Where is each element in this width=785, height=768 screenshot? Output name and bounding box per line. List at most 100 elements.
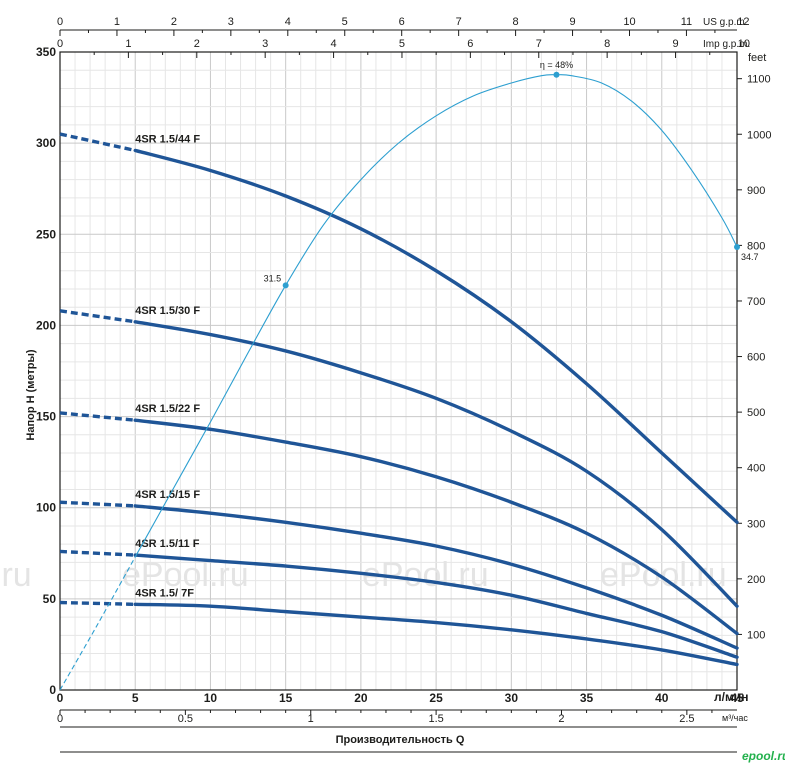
grid	[59, 51, 738, 691]
imp-gpm-tick-label: 6	[467, 38, 473, 50]
series-line-0	[133, 148, 739, 524]
efficiency-layer: 31.5 η = 48% 34.7	[59, 60, 759, 691]
m3h-tick-label: 1	[308, 713, 314, 725]
feet-tick-label: 1100	[747, 74, 771, 86]
series-label-5: 4SR 1.5/ 7F	[135, 587, 194, 599]
imp-gpm-tick-label: 1	[125, 38, 131, 50]
series-dashed-4	[59, 549, 136, 557]
m3h-tick-label: 2	[558, 713, 564, 725]
us-gpm-tick-label: 10	[623, 16, 635, 28]
us-gpm-tick-label: 11	[681, 16, 692, 28]
y-tick-label: 350	[36, 45, 56, 59]
m3h-tick-label: 1.5	[428, 713, 443, 725]
us-gpm-tick-label: 7	[456, 16, 462, 28]
series-label-2: 4SR 1.5/22 F	[135, 403, 200, 415]
series-line-2	[133, 418, 739, 636]
epool-logo: epool.ru	[742, 749, 785, 763]
imp-gpm-tick-label: 10	[738, 38, 750, 50]
x-axis-title: Производительность Q	[336, 734, 465, 746]
series-label-3: 4SR 1.5/15 F	[135, 489, 200, 501]
series-dashed-2	[59, 411, 136, 422]
feet-tick-label: 400	[747, 463, 765, 475]
series-dashed-1	[59, 309, 136, 324]
efficiency-point-1	[553, 71, 560, 78]
efficiency-point-2	[734, 244, 740, 251]
x-tick-label: 15	[279, 691, 293, 705]
us-gpm-tick-label: 12	[737, 16, 749, 28]
efficiency-point-label-0: 31.5	[264, 273, 282, 283]
x-tick-label: 0	[57, 691, 64, 705]
y-tick-label: 0	[49, 683, 56, 697]
us-gpm-tick-label: 5	[342, 16, 348, 28]
series-line-5	[133, 602, 739, 667]
x-tick-label: 20	[354, 691, 368, 705]
y-tick-label: 150	[36, 410, 56, 424]
feet-tick-label: 700	[747, 296, 765, 308]
y-unit-feet: feet	[748, 52, 766, 64]
x-tick-label: 10	[204, 691, 218, 705]
us-gpm-tick-label: 9	[569, 16, 575, 28]
y-axis-title: Напор H (метры)	[25, 349, 37, 440]
top-axes: 0 1 2 3 4 5 6 7 8 9 10 11 120 1 2 3 4 5 6 7 8 9 10	[57, 16, 750, 58]
m3h-tick-label: 0	[57, 713, 63, 725]
series-line-1	[133, 320, 739, 608]
imp-gpm-tick-label: 3	[262, 38, 268, 50]
feet-tick-label: 500	[747, 407, 765, 419]
series-layer: 4SR 1.5/44 F 4SR 1.5/30 F 4SR 1.5/22 F 4SR …	[59, 132, 739, 667]
efficiency-point-label-1: η = 48%	[540, 60, 573, 70]
imp-gpm-tick-label: 2	[194, 38, 200, 50]
us-gpm-tick-label: 3	[228, 16, 234, 28]
x-unit-m3h: м³/час	[722, 713, 748, 723]
efficiency-line	[134, 74, 738, 558]
imp-gpm-tick-label: 0	[57, 38, 63, 50]
imp-gpm-tick-label: 5	[399, 38, 405, 50]
series-dashed-0	[59, 132, 136, 153]
us-gpm-tick-label: 0	[57, 16, 63, 28]
feet-tick-label: 800	[747, 240, 765, 252]
imp-gpm-tick-label: 8	[604, 38, 610, 50]
x-tick-label: 35	[580, 691, 594, 705]
x-tick-label: 30	[505, 691, 519, 705]
top-unit-us-gpm: US g.p.m.	[703, 17, 747, 28]
series-label-4: 4SR 1.5/11 F	[135, 538, 199, 550]
us-gpm-tick-label: 6	[399, 16, 405, 28]
watermark-text: .ru	[0, 556, 32, 594]
efficiency-point-0	[282, 282, 289, 289]
imp-gpm-tick-label: 7	[536, 38, 542, 50]
x-tick-label: 25	[429, 691, 443, 705]
feet-tick-label: 300	[747, 518, 765, 530]
series-line-3	[133, 504, 739, 650]
x-tick-label: 40	[655, 691, 669, 705]
y-tick-label: 100	[36, 501, 56, 515]
us-gpm-tick-label: 4	[285, 16, 291, 28]
series-label-0: 4SR 1.5/44 F	[135, 133, 200, 145]
series-dashed-5	[59, 600, 136, 607]
efficiency-dashed	[59, 556, 136, 691]
imp-gpm-tick-label: 4	[331, 38, 337, 50]
top-unit-imp-gpm: Imp g.p.m.	[703, 39, 750, 50]
feet-tick-label: 600	[747, 352, 765, 364]
m3h-tick-label: 0.5	[178, 713, 193, 725]
feet-tick-label: 200	[747, 574, 765, 586]
series-label-1: 4SR 1.5/30 F	[135, 305, 200, 317]
imp-gpm-tick-label: 9	[672, 38, 678, 50]
feet-tick-label: 900	[747, 185, 765, 197]
m3h-tick-label: 2.5	[679, 713, 694, 725]
us-gpm-tick-label: 1	[114, 16, 120, 28]
y-tick-label: 300	[36, 136, 56, 150]
us-gpm-tick-label: 2	[171, 16, 177, 28]
y-tick-label: 250	[36, 227, 56, 241]
x-tick-label: 45	[730, 691, 744, 705]
efficiency-point-label-2: 34.7	[741, 252, 759, 262]
us-gpm-tick-label: 8	[513, 16, 519, 28]
y-tick-label: 50	[43, 592, 57, 606]
series-line-4	[133, 553, 739, 659]
x-tick-label: 5	[132, 691, 139, 705]
feet-tick-label: 1000	[747, 129, 771, 141]
feet-tick-label: 100	[747, 629, 765, 641]
y-tick-label: 200	[36, 318, 56, 332]
x-unit-lpm: л/мин	[714, 690, 748, 704]
series-dashed-3	[59, 500, 136, 508]
